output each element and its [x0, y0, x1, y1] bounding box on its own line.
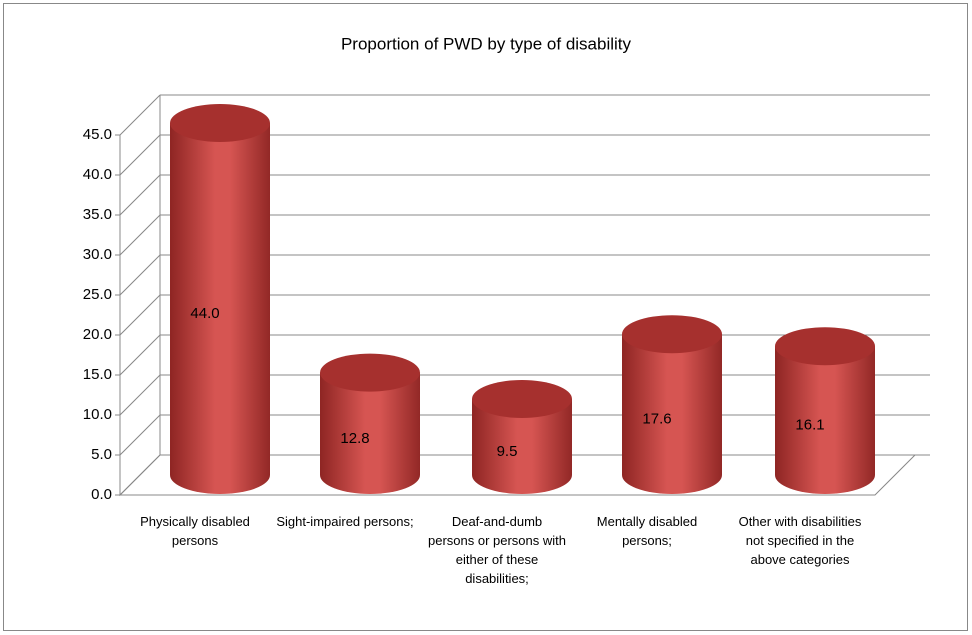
bar: 17.6 [622, 315, 722, 494]
value-label: 16.1 [795, 417, 824, 434]
y-tick-label: 15.0 [83, 366, 112, 383]
chart-title: Proportion of PWD by type of disability [341, 34, 632, 53]
bar-top [320, 353, 420, 392]
bar-top [775, 327, 875, 366]
x-tick-label: Sight-impaired persons; [276, 514, 414, 529]
bar-body [170, 123, 270, 494]
bar: 16.1 [775, 327, 875, 494]
y-tick-label: 35.0 [83, 206, 112, 223]
bar-body [622, 334, 722, 494]
y-tick-label: 25.0 [83, 286, 112, 303]
grid-line-side [119, 334, 161, 376]
value-label: 9.5 [497, 443, 518, 460]
bar: 9.5 [472, 380, 572, 494]
y-tick-label: 30.0 [83, 246, 112, 263]
y-tick-label: 0.0 [91, 486, 112, 503]
y-tick-label: 10.0 [83, 406, 112, 423]
bar: 44.0 [170, 104, 270, 494]
value-label: 12.8 [340, 430, 369, 447]
grid-line-side [119, 254, 161, 296]
value-label: 44.0 [190, 305, 219, 322]
y-tick-label: 45.0 [83, 126, 112, 143]
x-tick-label: Mentally disabled persons; [596, 514, 698, 548]
grid-line-side [119, 374, 161, 416]
x-tick-label: Deaf-and-dumb persons or persons with ei… [427, 514, 566, 586]
grid-line-side [119, 134, 161, 176]
y-tick-label: 20.0 [83, 326, 112, 343]
chart-frame [3, 3, 968, 631]
x-tick-label: Physically disabled persons [140, 514, 250, 548]
grid-line-side [119, 454, 161, 496]
bar-body [320, 372, 420, 494]
grid-line-side [119, 414, 161, 456]
bar-body [775, 346, 875, 494]
grid-line-side [119, 174, 161, 216]
bar-top [472, 380, 572, 418]
x-tick-label: Other with disabilities not specified in… [738, 514, 862, 567]
y-tick-label: 40.0 [83, 166, 112, 183]
grid-line-side [119, 214, 161, 256]
grid-line-side [119, 294, 161, 336]
bar-top [170, 104, 270, 142]
grid-line-side [119, 94, 161, 136]
bar: 12.8 [320, 353, 420, 494]
value-label: 17.6 [642, 411, 671, 428]
floor [120, 454, 916, 496]
bar-body [472, 399, 572, 494]
bar-top [622, 315, 722, 354]
y-tick-label: 5.0 [91, 446, 112, 463]
